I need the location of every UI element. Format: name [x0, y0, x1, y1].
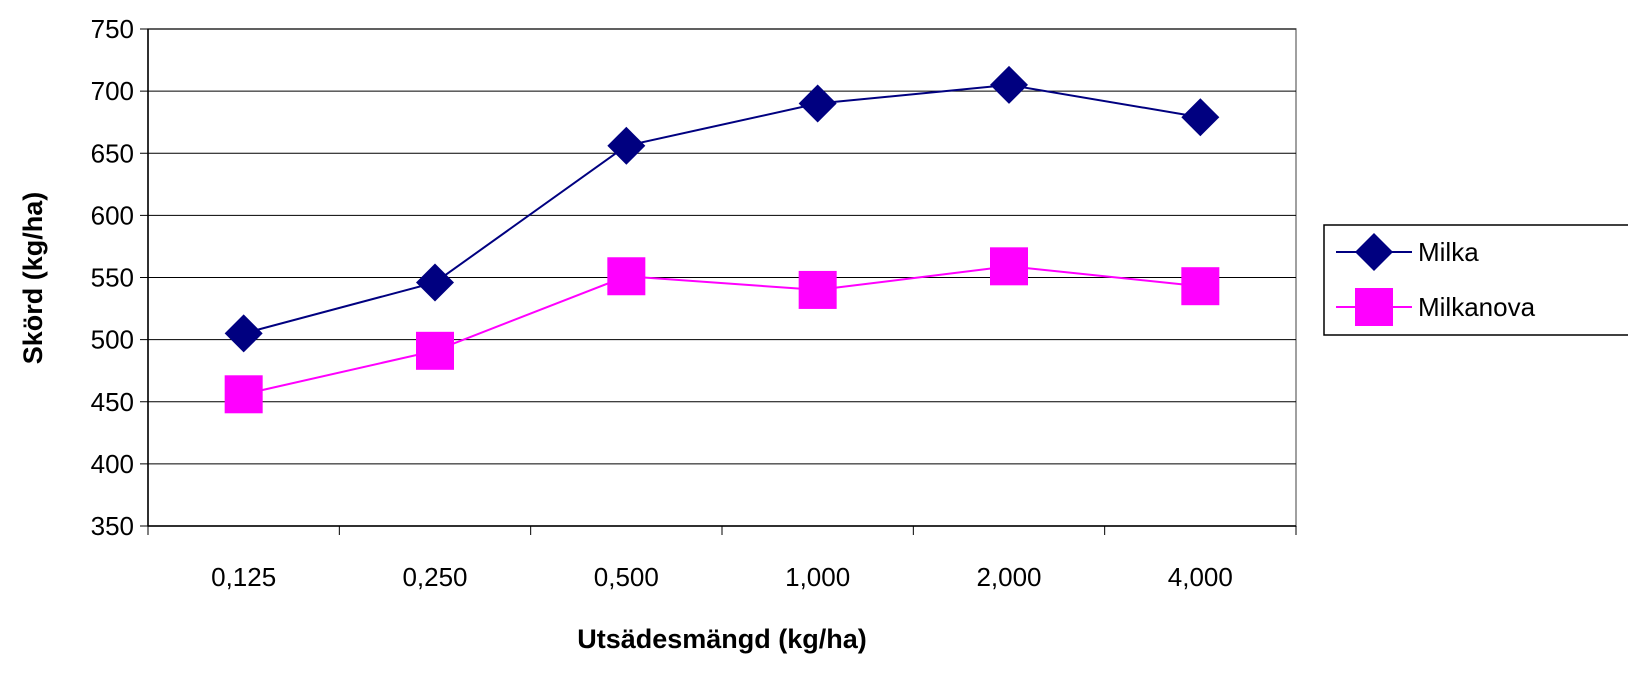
y-axis-title: Skörd (kg/ha)	[18, 192, 48, 365]
data-point-milkanova	[224, 375, 263, 414]
series-layer	[224, 65, 1220, 414]
data-point-milkanova	[1181, 267, 1220, 306]
y-axis-tick-labels: 350 400 450 500 550 600 650 700 750	[91, 14, 134, 541]
legend-items: Milka Milkanova	[1336, 233, 1536, 326]
legend-marker	[1355, 288, 1393, 326]
y-tick-label: 600	[91, 200, 134, 230]
x-tick-label: 1,000	[785, 562, 850, 592]
data-point-milka	[1181, 98, 1220, 137]
legend-label: Milka	[1418, 237, 1479, 267]
x-axis-title: Utsädesmängd (kg/ha)	[577, 624, 867, 654]
y-tick-label: 450	[91, 387, 134, 417]
y-tick-label: 550	[91, 263, 134, 293]
legend-marker	[1355, 233, 1393, 271]
y-tick-label: 500	[91, 325, 134, 355]
legend-item-milkanova: Milkanova	[1336, 288, 1536, 326]
y-tick-label: 400	[91, 449, 134, 479]
y-tick-label: 750	[91, 14, 134, 44]
legend-item-milka: Milka	[1336, 233, 1479, 271]
x-tick-label: 0,125	[211, 562, 276, 592]
series-line-milkanova	[243, 265, 1201, 396]
x-tick-label: 0,500	[594, 562, 659, 592]
data-point-milka	[990, 65, 1028, 104]
y-tick-label: 350	[91, 511, 134, 541]
x-tick-label: 4,000	[1168, 562, 1233, 592]
data-point-milkanova	[990, 247, 1028, 286]
data-point-milka	[607, 126, 646, 165]
x-tick-label: 0,250	[402, 562, 467, 592]
data-point-milka	[224, 314, 263, 353]
legend: Milka Milkanova	[1323, 224, 1628, 336]
gridlines	[140, 28, 1297, 535]
y-tick-label: 700	[91, 76, 134, 106]
x-tick-label: 2,000	[976, 562, 1041, 592]
y-tick-label: 650	[91, 138, 134, 168]
data-point-milka	[416, 263, 454, 302]
series-milkanova	[224, 247, 1220, 414]
data-point-milkanova	[416, 331, 454, 370]
x-axis-tick-labels: 0,125 0,250 0,500 1,000 2,000 4,000	[211, 562, 1233, 592]
data-point-milka	[798, 84, 837, 123]
series-milka	[224, 65, 1220, 353]
data-point-milkanova	[798, 270, 837, 309]
data-point-milkanova	[607, 257, 646, 296]
legend-label: Milkanova	[1418, 292, 1536, 322]
series-line-milka	[243, 83, 1201, 335]
